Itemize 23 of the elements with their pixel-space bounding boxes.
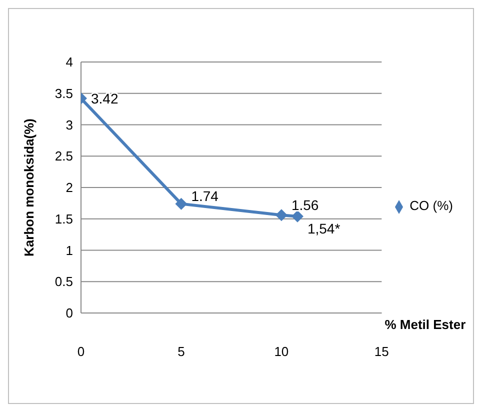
- legend-label: CO (%): [410, 198, 453, 214]
- data-label: 1.56: [291, 197, 319, 214]
- y-tick-label: 1: [66, 242, 73, 258]
- x-tick-label: 10: [274, 344, 289, 360]
- point: [275, 209, 288, 222]
- y-tick-label: 3: [66, 117, 73, 132]
- y-tick-label: 4: [66, 54, 73, 70]
- y-tick-label: 1.5: [54, 211, 73, 226]
- x-tick-label: 15: [374, 344, 389, 360]
- point: [291, 210, 304, 222]
- point: [175, 198, 188, 210]
- x-tick-label: 0: [77, 344, 85, 360]
- y-tick-label: 2.5: [54, 148, 73, 164]
- y-tick-label: 3.5: [54, 86, 73, 101]
- data-label: 1,54*: [307, 220, 341, 236]
- data-label: 1.74: [191, 188, 219, 204]
- y-tick-label: 0.5: [54, 274, 73, 290]
- y-tick-label: 0: [66, 306, 73, 321]
- data-label: 3.42: [91, 90, 118, 106]
- y-tick-label: 2: [66, 180, 73, 196]
- x-axis-title: % Metil Ester: [384, 317, 466, 332]
- y-axis-title: Karbon monoksida(%): [22, 118, 37, 256]
- x-tick-label: 5: [178, 344, 185, 360]
